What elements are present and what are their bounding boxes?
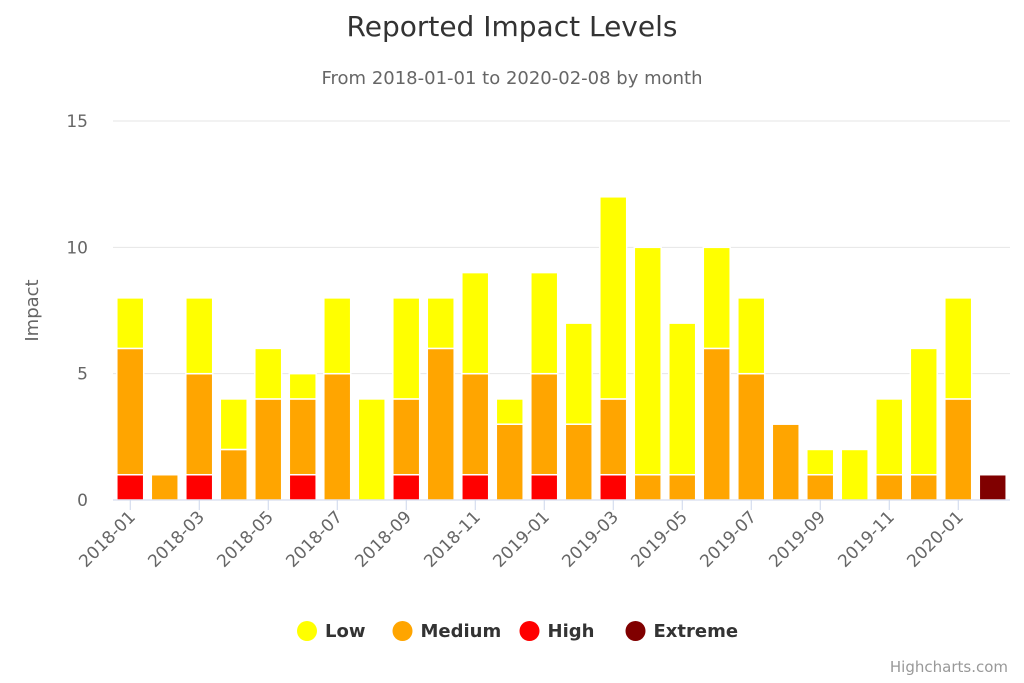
y-axis-title: Impact (22, 279, 43, 341)
bar-segment-low[interactable] (944, 297, 973, 400)
bar-segment-high[interactable] (185, 473, 214, 501)
bar-segment-low[interactable] (806, 448, 835, 476)
bar-segment-medium[interactable] (771, 423, 800, 501)
grid-lines (113, 120, 1010, 375)
bar-segment-medium[interactable] (668, 473, 697, 501)
bar-segment-low[interactable] (875, 398, 904, 476)
bar-segment-low[interactable] (426, 297, 455, 350)
bar-segment-low[interactable] (909, 347, 938, 476)
x-tick-label: 2019-01 (489, 507, 553, 571)
bar-segment-low[interactable] (633, 246, 662, 476)
axes: 0 5 10 15 Impact 2018-01 2018-03 2018-05 2018-07… (22, 112, 1010, 572)
legend-item-low[interactable]: Low (297, 621, 365, 642)
legend-item-medium[interactable]: Medium (392, 621, 502, 642)
y-tick-label: 0 (77, 491, 88, 511)
x-tick-label: 2018-07 (282, 507, 346, 571)
legend-marker-medium (392, 621, 413, 641)
bar-segment-low[interactable] (737, 297, 766, 375)
legend[interactable]: Low Medium High Extreme (297, 621, 738, 642)
bar-segment-medium[interactable] (426, 347, 455, 501)
bar-segment-medium[interactable] (254, 398, 283, 501)
bar-segment-extreme[interactable] (978, 473, 1007, 501)
bar-segment-low[interactable] (288, 372, 317, 400)
bar-segment-medium[interactable] (530, 372, 559, 476)
x-tick-label: 2020-01 (903, 507, 967, 571)
bar-segment-medium[interactable] (806, 473, 835, 501)
bar-segment-medium[interactable] (909, 473, 938, 501)
legend-label: Low (325, 621, 365, 642)
bar-segment-medium[interactable] (495, 423, 524, 501)
bar-segment-medium[interactable] (150, 473, 179, 501)
bar-segment-medium[interactable] (219, 448, 248, 501)
bar-segment-medium[interactable] (323, 372, 352, 501)
bar-segment-high[interactable] (530, 473, 559, 501)
legend-label: Extreme (654, 621, 739, 642)
bar-segment-low[interactable] (840, 448, 869, 501)
x-tick-label: 2019-03 (558, 507, 622, 571)
bar-segment-low[interactable] (323, 297, 352, 375)
chart-subtitle: From 2018-01-01 to 2020-02-08 by month (321, 68, 703, 89)
legend-marker-extreme (625, 621, 646, 641)
bar-segment-medium[interactable] (737, 372, 766, 501)
bar-segment-high[interactable] (288, 473, 317, 501)
chart-title: Reported Impact Levels (346, 10, 678, 43)
bars (116, 196, 1007, 501)
x-tick-label: 2019-07 (696, 507, 760, 571)
bar-segment-low[interactable] (392, 297, 421, 400)
y-tick-label: 15 (66, 112, 88, 132)
bar-segment-medium[interactable] (392, 398, 421, 476)
y-tick-label: 10 (66, 238, 88, 258)
legend-item-extreme[interactable]: Extreme (625, 621, 739, 642)
bar-segment-low[interactable] (495, 398, 524, 425)
x-tick-label: 2019-09 (765, 507, 829, 571)
bar-segment-low[interactable] (668, 322, 697, 476)
bar-segment-low[interactable] (530, 271, 559, 375)
bar-segment-high[interactable] (599, 473, 628, 501)
bar-segment-low[interactable] (219, 398, 248, 451)
bar-segment-medium[interactable] (116, 347, 145, 476)
bar-segment-medium[interactable] (288, 398, 317, 476)
bar-segment-medium[interactable] (599, 398, 628, 476)
legend-label: High (548, 621, 595, 642)
y-tick-label: 5 (77, 365, 88, 385)
x-tick-label: 2018-03 (144, 507, 208, 571)
legend-label: Medium (421, 621, 502, 642)
bar-segment-low[interactable] (564, 322, 593, 425)
x-tick-label: 2018-09 (351, 507, 415, 571)
bar-segment-high[interactable] (461, 473, 490, 501)
legend-item-high[interactable]: High (519, 621, 595, 642)
x-tick-label: 2018-05 (213, 507, 277, 571)
bar-segment-medium[interactable] (875, 473, 904, 501)
legend-marker-low (297, 621, 317, 641)
x-tick-label: 2018-01 (75, 507, 139, 571)
bar-segment-low[interactable] (702, 246, 731, 350)
bar-segment-low[interactable] (116, 297, 145, 350)
bar-segment-low[interactable] (254, 347, 283, 400)
bar-segment-low[interactable] (357, 398, 386, 501)
bar-segment-high[interactable] (116, 473, 145, 501)
legend-marker-high (519, 621, 540, 641)
bar-segment-medium[interactable] (944, 398, 973, 501)
bar-segment-low[interactable] (599, 196, 628, 400)
bar-segment-medium[interactable] (185, 372, 214, 476)
bar-segment-high[interactable] (392, 473, 421, 501)
bar-segment-medium[interactable] (461, 372, 490, 476)
credits-link[interactable]: Highcharts.com (889, 658, 1008, 676)
bar-segment-medium[interactable] (633, 473, 662, 501)
bar-segment-medium[interactable] (564, 423, 593, 501)
bar-segment-low[interactable] (185, 297, 214, 375)
bar-segment-low[interactable] (461, 271, 490, 375)
x-tick-label: 2018-11 (420, 507, 484, 571)
x-tick-label: 2019-11 (834, 507, 898, 571)
x-tick-label: 2019-05 (627, 507, 691, 571)
bar-segment-medium[interactable] (702, 347, 731, 501)
